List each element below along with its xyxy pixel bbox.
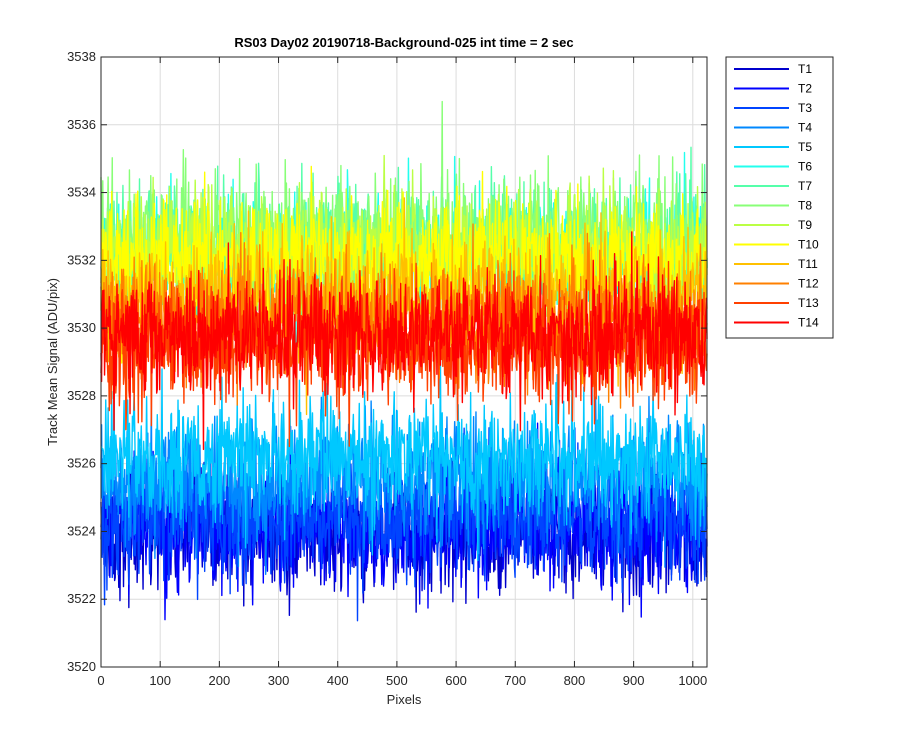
x-tick-label: 1000 bbox=[678, 673, 707, 688]
y-tick-label: 3520 bbox=[67, 659, 96, 674]
legend-label-t7: T7 bbox=[798, 179, 812, 193]
legend-label-t5: T5 bbox=[798, 140, 812, 154]
y-tick-label: 3532 bbox=[67, 252, 96, 267]
x-tick-label: 600 bbox=[445, 673, 467, 688]
series-line-t14 bbox=[100, 231, 708, 451]
legend: T1 T2 T3 T4 T5 T6 T7 T8 T9 T10 T11 T12 T13 T14 bbox=[725, 56, 834, 339]
legend-label-t8: T8 bbox=[798, 199, 812, 213]
x-tick-label: 300 bbox=[268, 673, 290, 688]
y-tick-label: 3534 bbox=[67, 185, 96, 200]
y-tick-label: 3536 bbox=[67, 117, 96, 132]
y-tick-label: 3522 bbox=[67, 591, 96, 606]
legend-label-t6: T6 bbox=[798, 160, 812, 174]
legend-label-t13: T13 bbox=[798, 296, 819, 310]
x-tick-label: 200 bbox=[209, 673, 231, 688]
y-tick-label: 3530 bbox=[67, 320, 96, 335]
legend-label-t12: T12 bbox=[798, 277, 819, 291]
x-tick-label: 100 bbox=[149, 673, 171, 688]
legend-label-t4: T4 bbox=[798, 121, 812, 135]
chart-title: RS03 Day02 20190718-Background-025 int t… bbox=[234, 35, 573, 50]
x-tick-label: 800 bbox=[564, 673, 586, 688]
x-tick-label: 0 bbox=[97, 673, 104, 688]
x-tick-label: 400 bbox=[327, 673, 349, 688]
y-tick-label: 3528 bbox=[67, 388, 96, 403]
legend-label-t14: T14 bbox=[798, 316, 819, 330]
axes-box bbox=[100, 56, 708, 668]
axis-ticks: 0 100 200 300 400 500 600 700 800 900 1000 3520 3522… bbox=[67, 49, 707, 688]
legend-label-t3: T3 bbox=[798, 101, 812, 115]
y-tick-label: 3538 bbox=[67, 49, 96, 64]
x-axis-label: Pixels bbox=[387, 692, 422, 707]
series-line-t5 bbox=[100, 356, 708, 562]
legend-box bbox=[725, 56, 834, 339]
plot-area bbox=[100, 100, 708, 622]
legend-label-t1: T1 bbox=[798, 62, 812, 76]
legend-label-t2: T2 bbox=[798, 82, 812, 96]
legend-label-t10: T10 bbox=[798, 238, 819, 252]
x-tick-label: 900 bbox=[623, 673, 645, 688]
x-tick-label: 500 bbox=[386, 673, 408, 688]
y-axis-label: Track Mean Signal (ADU/pix) bbox=[45, 278, 60, 446]
y-tick-label: 3524 bbox=[67, 523, 96, 538]
y-tick-label: 3526 bbox=[67, 456, 96, 471]
legend-label-t11: T11 bbox=[798, 257, 818, 271]
x-tick-label: 700 bbox=[504, 673, 526, 688]
legend-label-t9: T9 bbox=[798, 218, 812, 232]
